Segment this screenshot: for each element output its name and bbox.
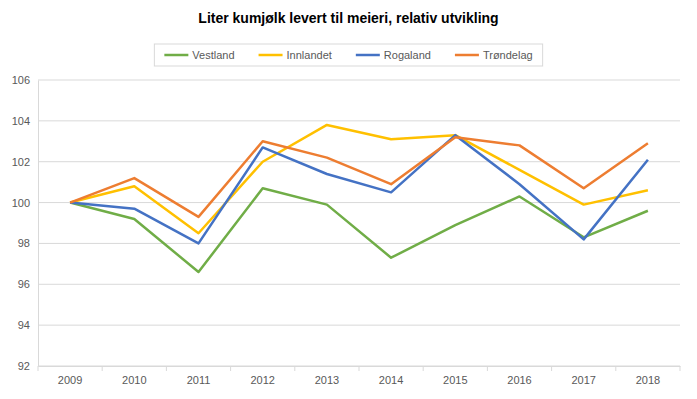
x-divider [294, 366, 295, 371]
legend-item: Rogaland [356, 49, 431, 61]
series-line [70, 135, 648, 243]
grid [38, 80, 680, 366]
x-tick-label: 2017 [571, 374, 595, 386]
grid-line [38, 161, 680, 162]
x-divider [359, 366, 360, 371]
y-tick: 102 [12, 156, 38, 168]
series-line [70, 137, 648, 217]
legend-swatch [356, 54, 380, 57]
y-tick-label: 94 [18, 319, 30, 331]
title: Liter kumjølk levert til meieri, relativ… [198, 10, 498, 26]
x-tick-label: 2009 [58, 374, 82, 386]
grid-line [38, 243, 680, 244]
legend-label: Innlandet [287, 49, 332, 61]
y-tick: 98 [18, 237, 38, 249]
x-axis: 2009 2010 2011 2012 2013 2014 2015 2016 2017 2018 [38, 366, 681, 386]
y-tick-label: 100 [12, 197, 30, 209]
y-axis-line [38, 81, 39, 367]
y-tick: 96 [18, 278, 38, 290]
y-tick-label: 92 [18, 360, 30, 372]
series-line [70, 188, 648, 272]
y-tick: 94 [18, 319, 38, 331]
x-tick-label: 2010 [122, 374, 146, 386]
x-tick: 2017 [571, 366, 595, 386]
x-divider [551, 366, 552, 371]
legend-label: Trøndelag [483, 49, 533, 61]
series-line [70, 125, 648, 233]
y-tick: 100 [12, 197, 38, 209]
y-tick-label: 106 [12, 74, 30, 86]
grid-line [38, 80, 680, 81]
chart: Liter kumjølk levert til meieri, relativ… [0, 0, 697, 399]
y-tick-label: 102 [12, 156, 30, 168]
x-tick-label: 2013 [315, 374, 339, 386]
grid-line [38, 325, 680, 326]
y-axis: 92 94 96 98 100 102 104 106 [12, 74, 39, 372]
x-tick-label: 2015 [443, 374, 467, 386]
x-tick: 2011 [187, 366, 211, 386]
x-tick-label: 2018 [636, 374, 660, 386]
y-tick-label: 98 [18, 237, 30, 249]
x-divider [230, 366, 231, 371]
x-tick: 2012 [250, 366, 274, 386]
legend-swatch [164, 54, 188, 57]
x-tick-label: 2011 [187, 374, 211, 386]
legend-item: Innlandet [259, 49, 332, 61]
y-tick: 104 [12, 115, 38, 127]
legend-item: Trøndelag [455, 49, 533, 61]
x-divider [615, 366, 616, 371]
x-tick: 2018 [636, 366, 660, 386]
grid-line [38, 202, 680, 203]
x-tick: 2010 [122, 366, 146, 386]
legend-label: Vestland [192, 49, 234, 61]
plot-area [70, 125, 648, 272]
x-tick-label: 2016 [507, 374, 531, 386]
legend-swatch [259, 54, 283, 57]
y-tick: 106 [12, 74, 38, 86]
background [0, 0, 697, 399]
legend: Vestland Innlandet Rogaland Trøndelag [154, 44, 542, 66]
y-tick: 92 [18, 360, 38, 372]
grid-line [38, 284, 680, 285]
x-divider [102, 366, 103, 371]
x-divider [166, 366, 167, 371]
y-tick-label: 104 [12, 115, 30, 127]
x-tick: 2014 [379, 366, 403, 386]
legend-box [154, 44, 542, 66]
legend-swatch [455, 54, 479, 57]
x-tick-label: 2012 [250, 374, 274, 386]
x-tick: 2009 [58, 366, 82, 386]
x-tick: 2015 [443, 366, 467, 386]
x-divider [423, 366, 424, 371]
x-divider [38, 366, 39, 371]
legend-item: Vestland [164, 49, 234, 61]
x-tick-label: 2014 [379, 374, 403, 386]
y-tick-label: 96 [18, 278, 30, 290]
x-tick: 2013 [315, 366, 339, 386]
legend-label: Rogaland [384, 49, 431, 61]
grid-line [38, 120, 680, 121]
x-divider [487, 366, 488, 371]
x-divider [680, 366, 681, 371]
x-tick: 2016 [507, 366, 531, 386]
